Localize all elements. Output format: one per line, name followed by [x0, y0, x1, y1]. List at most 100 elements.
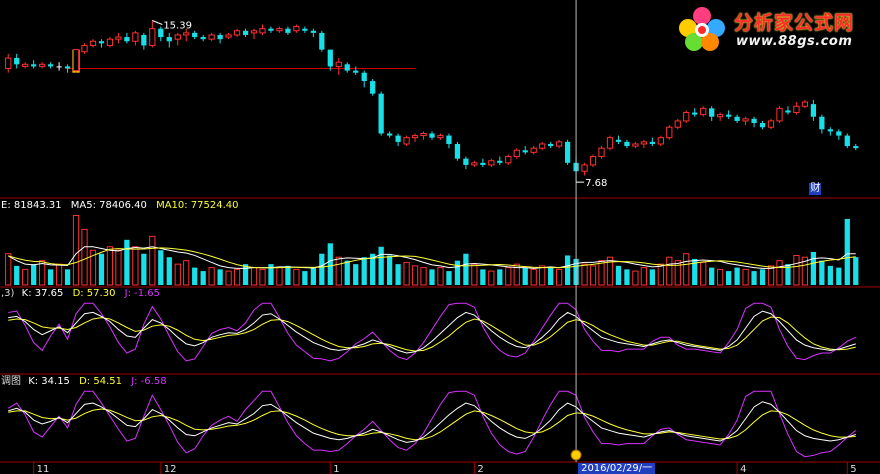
- candle-body: [233, 30, 241, 36]
- volume-header: E: 81843.31 MA5: 78406.40 MA10: 77524.40: [1, 200, 239, 211]
- volume-bar: [564, 255, 571, 285]
- candle-body: [624, 141, 630, 147]
- candle-body: [22, 63, 29, 67]
- candle-body: [429, 133, 435, 138]
- volume-bar: [480, 269, 486, 285]
- volume-bar: [463, 253, 469, 285]
- kdj1-j-value: J: -1.65: [124, 288, 160, 299]
- candle-body: [420, 132, 427, 137]
- candle-body: [386, 133, 393, 136]
- candle-body: [581, 164, 588, 172]
- volume-bar: [615, 265, 622, 285]
- volume-layer: [5, 214, 859, 286]
- volume-bar: [22, 268, 29, 286]
- volume-bar: [310, 267, 316, 285]
- candle-body: [259, 28, 266, 34]
- volume-bar: [386, 255, 393, 285]
- candle-body: [853, 146, 859, 149]
- candle-body: [242, 30, 249, 35]
- volume-bar: [717, 268, 724, 286]
- volume-bar: [268, 264, 274, 285]
- x-tick-label: 4: [740, 464, 746, 474]
- kdj2-d-line: [8, 408, 856, 441]
- candle-body: [683, 112, 690, 122]
- candle-body: [344, 64, 350, 71]
- ma5-value: MA5: 78406.40: [71, 200, 147, 211]
- volume-bar: [785, 264, 791, 285]
- candle-body: [530, 147, 537, 153]
- logo-title: 分析家公式网: [734, 12, 855, 34]
- x-tick-label: 5: [850, 464, 856, 474]
- volume-bar: [302, 271, 308, 285]
- candle-body: [700, 107, 707, 116]
- volume-bar: [640, 267, 648, 286]
- volume-bar: [31, 264, 37, 285]
- candle-body: [31, 64, 37, 67]
- kdj1-j-line: [8, 302, 856, 362]
- kdj1-prefix: ,3): [1, 288, 15, 299]
- candle-body: [141, 34, 147, 46]
- candle-body: [225, 34, 232, 38]
- candle-body: [132, 32, 139, 42]
- candle-body: [793, 105, 800, 114]
- flower-icon: [679, 7, 725, 51]
- volume-bar: [674, 260, 681, 286]
- candle-body: [751, 118, 757, 124]
- volume-bar: [632, 270, 639, 286]
- candle-body: [742, 118, 749, 122]
- candle-body: [726, 114, 732, 117]
- candle-body: [98, 41, 105, 44]
- volume-bar: [115, 249, 122, 286]
- candle-body: [632, 143, 639, 147]
- candle-body: [64, 66, 71, 69]
- x-tick-label: 2: [477, 464, 483, 474]
- candle-body: [606, 137, 614, 149]
- volume-bar: [344, 260, 350, 285]
- volume-bar: [259, 268, 266, 286]
- volume-bar: [98, 253, 105, 285]
- candle-body: [649, 141, 655, 144]
- volume-bar: [5, 253, 12, 286]
- candle-body: [819, 116, 825, 130]
- candle-body: [776, 107, 783, 122]
- candle-body: [640, 141, 648, 145]
- candle-body: [89, 40, 97, 46]
- volume-bar: [124, 239, 130, 285]
- volume-bar: [606, 256, 614, 286]
- kdj2-d-value: D: 54.51: [79, 376, 122, 387]
- site-logo[interactable]: 分析家公式网 www.88gs.com: [674, 4, 874, 54]
- candle-body: [801, 101, 809, 107]
- volume-bar: [39, 260, 46, 286]
- candle-body: [488, 160, 495, 166]
- candle-body: [5, 57, 12, 70]
- financial-report-marker[interactable]: 财: [809, 183, 822, 195]
- kdj2-header: 调图 K: 34.15 D: 54.51 J: -6.58: [1, 375, 167, 387]
- candle-body: [353, 70, 359, 73]
- candle-body: [166, 37, 172, 42]
- volume-bar: [89, 249, 97, 286]
- candle-body: [302, 28, 308, 31]
- volume-bar: [411, 265, 419, 286]
- high-leader-line: [152, 20, 163, 25]
- volume-bar: [47, 269, 54, 285]
- candle-body: [505, 156, 512, 164]
- kdj-panel-1: [8, 302, 856, 362]
- volume-bar: [844, 218, 850, 285]
- low-price-label: 7.68: [585, 178, 607, 189]
- volume-bar: [192, 267, 198, 285]
- volume-bar: [683, 253, 690, 286]
- volume-bar: [217, 269, 223, 285]
- candle-body: [836, 131, 842, 136]
- low-annotation: 7.68: [576, 178, 607, 189]
- candle-body: [72, 49, 80, 72]
- volume-bar: [183, 260, 190, 286]
- candle-body: [598, 147, 605, 158]
- volume-bar: [353, 264, 359, 285]
- volume-bar: [810, 251, 817, 285]
- crosshair-cursor[interactable]: [570, 0, 582, 462]
- candle-body: [124, 37, 130, 42]
- volume-bar: [200, 271, 206, 285]
- volume-bar: [378, 246, 384, 285]
